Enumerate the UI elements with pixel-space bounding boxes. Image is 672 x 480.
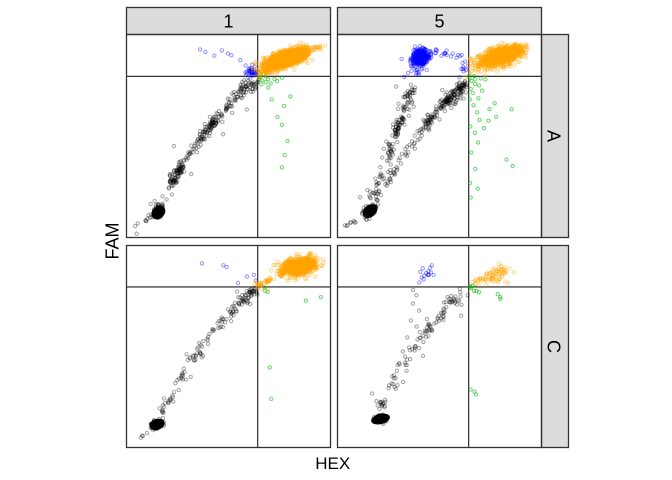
svg-text:A: A	[544, 130, 564, 142]
svg-text:5: 5	[434, 12, 444, 32]
svg-text:HEX: HEX	[315, 454, 350, 473]
svg-text:FAM: FAM	[103, 222, 123, 259]
svg-text:1: 1	[223, 12, 233, 32]
svg-text:C: C	[544, 340, 564, 353]
